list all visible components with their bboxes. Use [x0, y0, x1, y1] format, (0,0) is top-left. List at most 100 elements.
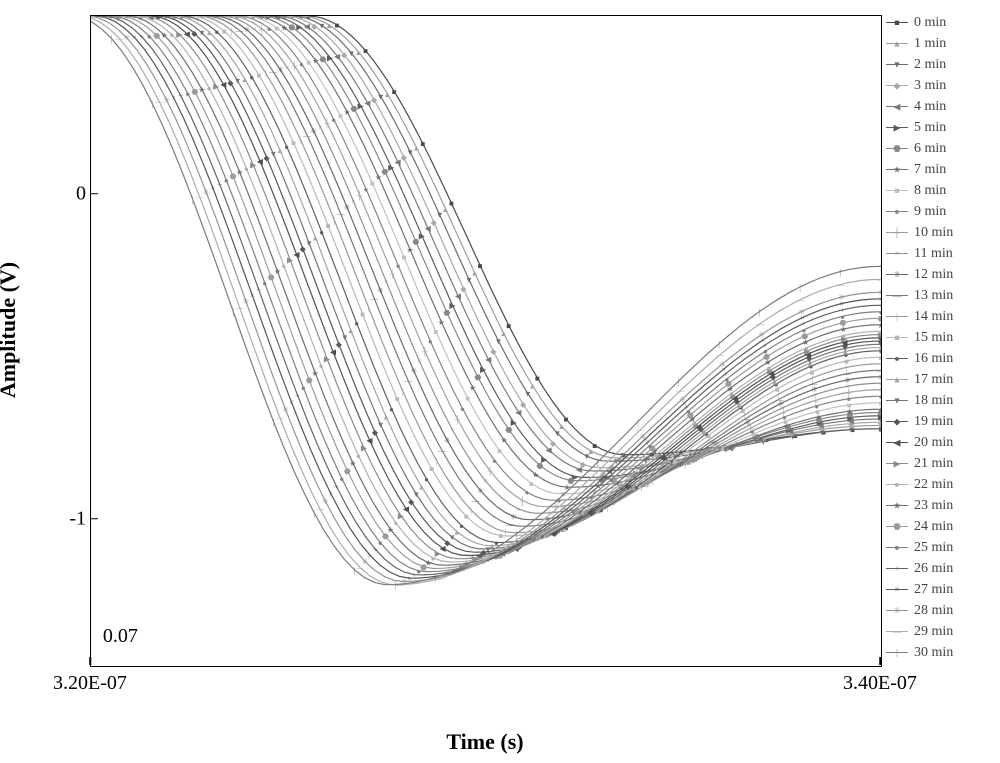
series-marker: —	[235, 303, 245, 312]
series-marker: ×	[171, 94, 176, 103]
series-marker: ◀	[546, 446, 553, 455]
series-marker: ◆	[311, 22, 318, 31]
series-marker: +	[295, 391, 300, 400]
series-marker: +	[217, 180, 222, 189]
series-marker: ★	[236, 168, 243, 177]
series-marker: ✳	[163, 96, 170, 105]
legend-item: ┼ 10 min	[886, 222, 994, 243]
legend-swatch: |	[886, 652, 908, 653]
legend-swatch: ■	[886, 337, 908, 338]
series-marker: —	[836, 280, 846, 289]
legend-marker-icon: —	[893, 621, 902, 642]
series-marker: ▶	[287, 256, 294, 265]
legend-swatch: ◆	[886, 421, 908, 422]
series-marker: ●	[262, 279, 267, 288]
series-marker: ■	[274, 24, 279, 33]
series-marker: ◀	[455, 292, 462, 301]
series-marker: ▶	[358, 102, 365, 111]
legend-label: 26 min	[914, 558, 953, 579]
series-marker: ┼	[356, 190, 363, 201]
legend-item: ✳12 min	[886, 264, 994, 285]
legend-swatch: ●	[886, 358, 908, 359]
series-marker: ●	[356, 451, 361, 460]
legend-label: 2 min	[914, 54, 946, 75]
series-marker: ●	[460, 404, 465, 413]
legend-label: 4 min	[914, 96, 946, 117]
series-marker: |	[880, 262, 881, 271]
legend-item: ●9 min	[886, 201, 994, 222]
series-marker: ◀	[403, 505, 410, 514]
legend-marker-icon: ×	[894, 243, 899, 264]
legend-item: ◀20 min	[886, 432, 994, 453]
series-marker: —	[302, 131, 312, 140]
series-marker: ▶	[361, 444, 368, 453]
series-line	[190, 16, 881, 536]
legend-swatch: ✳	[886, 610, 908, 611]
series-marker: —	[403, 377, 413, 386]
legend-swatch: ◆	[886, 85, 908, 86]
series-marker: ✳	[203, 188, 210, 197]
legend-item: ■8 min	[886, 180, 994, 201]
legend-label: 10 min	[914, 222, 953, 243]
series-marker: ✳	[243, 26, 250, 35]
series-marker: ✳	[759, 330, 766, 339]
series-marker: ⬣	[474, 373, 481, 382]
series-marker: ⬣	[306, 376, 313, 385]
series-marker: ▼	[465, 275, 473, 284]
ytick-mark	[90, 193, 98, 195]
legend-swatch: ■	[886, 190, 908, 191]
series-marker: ×	[417, 357, 422, 366]
series-marker: |	[516, 530, 518, 539]
legend-marker-icon: ■	[894, 180, 899, 201]
ytick-label: -1	[69, 507, 86, 530]
legend-marker-icon: |	[896, 642, 898, 663]
series-marker: ■	[291, 138, 296, 147]
series-marker: ●	[207, 84, 212, 93]
legend-item: ●25 min	[886, 537, 994, 558]
legend-swatch: ✳	[886, 274, 908, 275]
legend-swatch: —	[886, 295, 908, 296]
series-marker: ▼	[347, 49, 355, 58]
y-axis-label: Amplitude (V)	[0, 262, 21, 398]
series-marker: ■	[420, 140, 425, 149]
legend-label: 7 min	[914, 159, 946, 180]
series-line	[103, 16, 881, 575]
series-marker: +	[373, 545, 378, 554]
series-marker: ×	[450, 425, 455, 434]
series-marker: ■	[465, 394, 470, 403]
series-marker: ▼	[269, 150, 277, 159]
legend-item: ⬣ 24 min	[886, 516, 994, 537]
series-marker: ▶	[435, 549, 442, 558]
legend-swatch: ×	[886, 589, 908, 590]
legend-swatch: ┼	[886, 232, 908, 233]
series-marker: ✳	[277, 65, 284, 74]
legend-swatch: ▲	[886, 379, 908, 380]
series-marker: ▼	[553, 429, 561, 438]
legend-label: 14 min	[914, 306, 953, 327]
series-marker: —	[505, 520, 515, 529]
series-marker: ◀	[515, 408, 522, 417]
series-marker: —	[775, 395, 785, 404]
series-marker: ◀	[330, 347, 337, 356]
series-marker: ▶	[176, 30, 183, 39]
series-marker: ▶	[213, 82, 220, 91]
legend-marker-icon: ⬣	[893, 516, 901, 537]
series-marker: ■	[402, 253, 407, 262]
xtick-label: 3.40E-07	[843, 672, 917, 695]
series-marker: ◀	[304, 22, 311, 31]
series-marker: |	[151, 99, 153, 108]
legend-marker-icon: ■	[894, 12, 899, 33]
series-marker: |	[597, 458, 599, 467]
series-marker: |	[313, 509, 315, 518]
legend-label: 24 min	[914, 516, 953, 537]
series-line	[213, 16, 881, 520]
legend-item: ⬣6 min	[886, 138, 994, 159]
series-marker: ■	[306, 58, 311, 67]
series-marker: |	[470, 506, 472, 515]
series-marker: ×	[252, 25, 257, 34]
ytick-label: 0	[76, 182, 86, 205]
series-marker: ✳	[410, 367, 417, 376]
legend-marker-icon: ✳	[893, 600, 901, 621]
series-marker: ●	[299, 60, 304, 69]
series-marker: ◆	[263, 153, 270, 162]
